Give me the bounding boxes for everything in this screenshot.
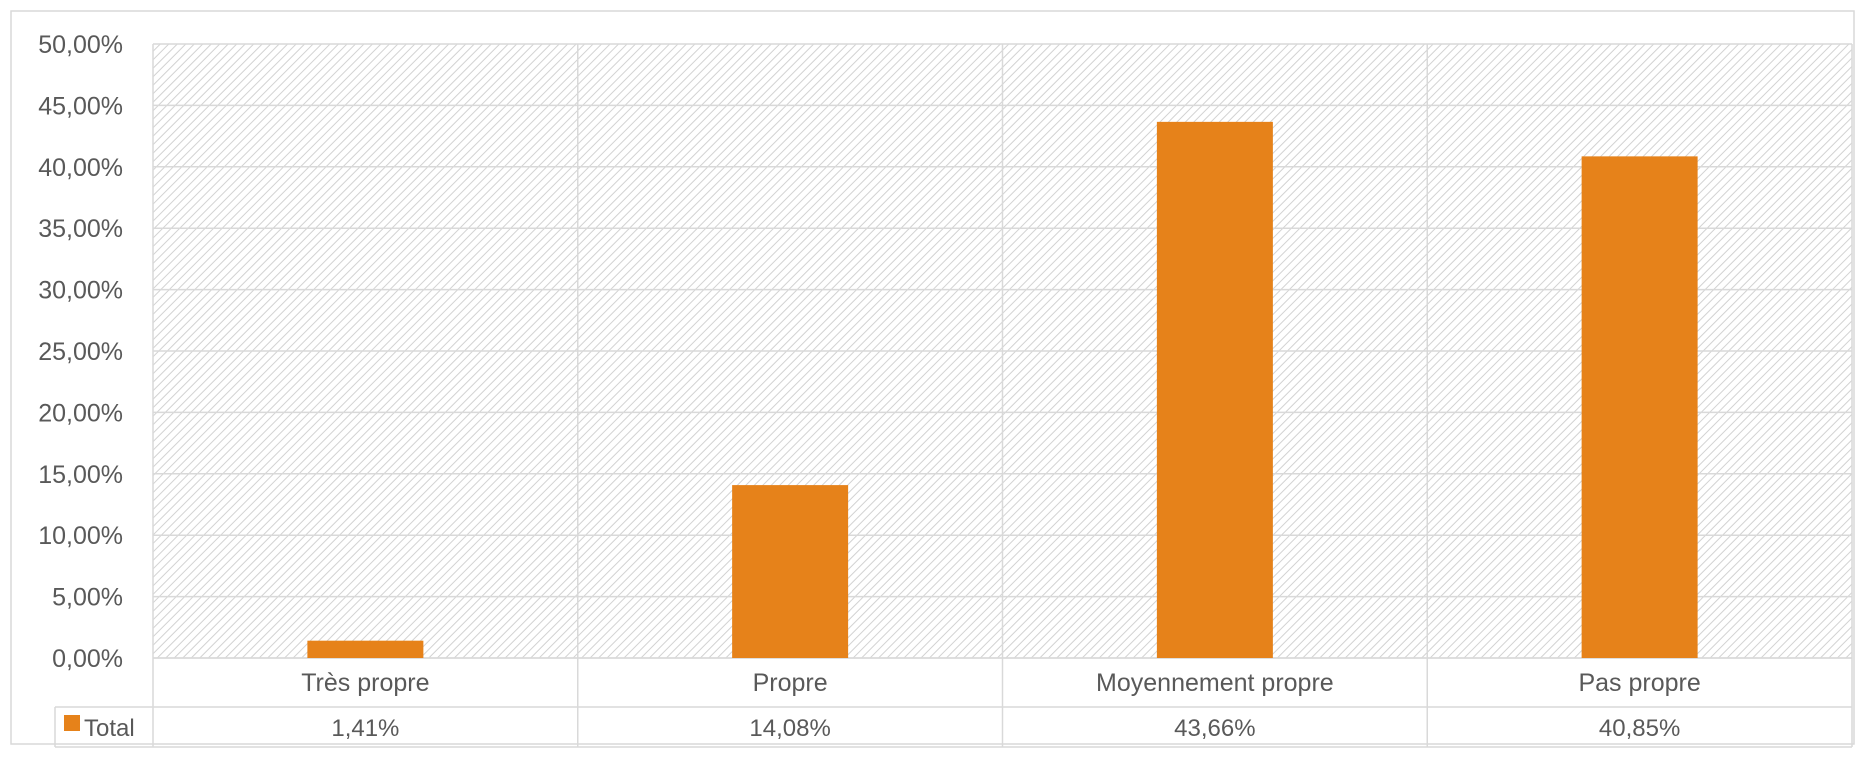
- data-table-value: 14,08%: [749, 715, 830, 742]
- data-table-value: 43,66%: [1174, 715, 1255, 742]
- y-tick-label: 40,00%: [38, 154, 123, 182]
- data-table-value: 40,85%: [1599, 715, 1680, 742]
- bar-2: [1156, 121, 1273, 658]
- y-tick-label: 5,00%: [52, 584, 123, 612]
- legend-key-total: [64, 715, 80, 731]
- category-label: Moyennement propre: [1096, 669, 1334, 697]
- category-label: Propre: [753, 669, 828, 697]
- y-tick-label: 30,00%: [38, 277, 123, 305]
- y-tick-label: 50,00%: [38, 31, 123, 59]
- y-tick-label: 20,00%: [38, 399, 123, 427]
- bar-0: [307, 640, 424, 658]
- legend-label-total: Total: [84, 715, 135, 742]
- y-tick-label: 15,00%: [38, 461, 123, 489]
- y-tick-label: 10,00%: [38, 522, 123, 550]
- y-tick-label: 25,00%: [38, 338, 123, 366]
- category-label: Très propre: [301, 669, 429, 697]
- y-tick-label: 0,00%: [52, 645, 123, 673]
- y-tick-label: 45,00%: [38, 92, 123, 120]
- category-label: Pas propre: [1578, 669, 1700, 697]
- chart-border: [10, 10, 1855, 745]
- y-tick-label: 35,00%: [38, 215, 123, 243]
- bar-3: [1581, 156, 1698, 658]
- bar-1: [732, 485, 849, 658]
- data-table-value: 1,41%: [331, 715, 399, 742]
